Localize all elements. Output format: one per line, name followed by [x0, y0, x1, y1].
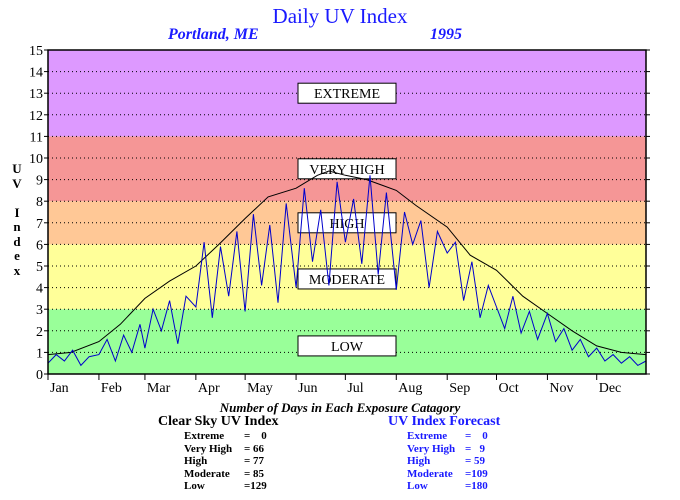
y-tick-label: 3 [36, 303, 43, 318]
stat-value: = 0 [465, 430, 488, 442]
stat-value: = 85 [244, 467, 265, 480]
stat-value: = 0 [244, 430, 267, 442]
y-tick-label: 14 [29, 66, 43, 81]
forecast-line [47, 175, 647, 367]
x-tick-label: Jul [347, 381, 363, 396]
y-tick-label: 8 [36, 195, 43, 210]
stat-value: = 59 [465, 455, 486, 467]
x-tick-label: Jun [298, 381, 317, 396]
forecast-stats-title: UV Index Forecast [388, 414, 501, 429]
band-label-box [297, 335, 397, 357]
y-tick-label: 6 [36, 238, 43, 253]
band-label: LOW [331, 340, 364, 355]
y-tick-label: 13 [29, 87, 43, 102]
stat-value: =180 [465, 480, 488, 492]
y-tick-label: 4 [36, 282, 43, 297]
y-tick-label: 2 [36, 325, 43, 340]
y-tick-label: 10 [29, 152, 43, 167]
clear-sky-line [47, 170, 647, 356]
caption: Number of Days in Each Exposure Catagory [219, 400, 461, 415]
stat-label: Moderate [184, 467, 230, 480]
y-tick-label: 12 [29, 109, 43, 124]
location-label: Portland, ME [168, 26, 259, 43]
stat-value: = 77 [244, 455, 265, 467]
x-tick-label: Nov [549, 381, 573, 396]
stat-label: High [407, 455, 431, 467]
x-tick-label: May [247, 381, 273, 396]
x-tick-label: Apr [198, 381, 220, 396]
stat-label: Very High [184, 442, 233, 455]
stat-label: Low [184, 480, 205, 492]
x-tick-label: Jan [50, 381, 69, 396]
band-label-box [297, 82, 397, 104]
stat-label: Extreme [407, 430, 448, 442]
x-tick-label: Oct [499, 381, 519, 396]
y-tick-label: 1 [36, 346, 43, 361]
y-tick-label: 11 [30, 130, 43, 145]
band-label: MODERATE [309, 273, 385, 288]
x-tick-label: Mar [147, 381, 171, 396]
x-tick-label: Feb [101, 381, 122, 396]
x-tick-label: Dec [599, 381, 622, 396]
stat-label: Low [407, 480, 428, 492]
x-tick-label: Aug [398, 381, 422, 396]
y-tick-label: 7 [36, 217, 43, 232]
clear-sky-stats-title: Clear Sky UV Index [158, 414, 279, 429]
stat-label: Moderate [407, 467, 453, 480]
y-tick-label: 9 [36, 174, 43, 189]
band-label: HIGH [330, 217, 365, 232]
stat-value: = 9 [465, 442, 486, 455]
stat-value: = 66 [244, 442, 265, 455]
band-label-box [297, 268, 397, 290]
year-label: 1995 [430, 26, 462, 43]
stat-label: High [184, 455, 208, 467]
y-tick-label: 0 [36, 368, 43, 383]
y-tick-label: 5 [36, 260, 43, 275]
plot-frame [47, 49, 647, 375]
band-label: VERY HIGH [309, 163, 384, 178]
x-tick-label: Sep [449, 381, 470, 396]
band-label: EXTREME [314, 87, 380, 102]
stat-value: =129 [244, 480, 267, 492]
y-tick-label: 15 [29, 44, 43, 59]
chart-title: Daily UV Index [272, 4, 408, 28]
stat-value: =109 [465, 467, 488, 480]
stat-label: Very High [407, 442, 456, 455]
stat-label: Extreme [184, 430, 225, 442]
